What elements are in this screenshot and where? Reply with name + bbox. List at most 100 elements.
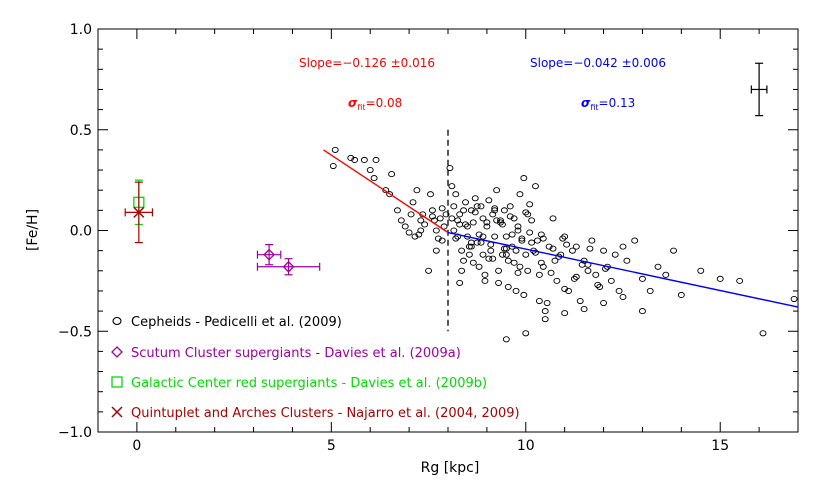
- cepheid-point: [462, 199, 469, 206]
- cepheid-point: [495, 279, 503, 286]
- cepheid-point: [600, 299, 608, 307]
- cepheid-point: [448, 183, 456, 190]
- cepheid-point: [477, 239, 485, 246]
- cepheid-point: [541, 308, 549, 315]
- legend-marker: [111, 406, 123, 418]
- y-axis-title: [Fe/H]: [25, 209, 41, 251]
- cepheid-point: [432, 247, 440, 254]
- axis-ticks: [97, 28, 799, 433]
- cepheid-point: [502, 251, 510, 258]
- cepheid-point: [467, 207, 475, 214]
- cepheid-point: [382, 187, 390, 194]
- cepheid-point: [331, 146, 339, 153]
- diamond-marker: [263, 248, 276, 261]
- cepheid-point: [504, 257, 512, 264]
- cepheid-point: [537, 231, 545, 238]
- cepheid-point: [580, 306, 588, 313]
- cepheid-point: [528, 217, 536, 224]
- cepheid-point: [417, 217, 425, 224]
- y-tick-label: 1.0: [70, 22, 92, 38]
- cepheid-point: [526, 201, 534, 208]
- cepheid-point: [759, 330, 767, 337]
- cepheid-point: [551, 257, 559, 264]
- x-tick-label: 5: [327, 438, 336, 454]
- cepheid-point: [553, 277, 561, 284]
- cepheid-point: [646, 287, 654, 295]
- cepheid-point: [434, 235, 442, 242]
- cepheid-point: [561, 285, 569, 292]
- cepheid-point: [452, 235, 460, 242]
- legend-marker: [112, 316, 122, 326]
- cepheid-point: [510, 259, 518, 266]
- cepheid-point: [413, 187, 421, 194]
- cepheid-point: [736, 277, 744, 284]
- cepheid-point: [512, 287, 520, 295]
- cepheid-point: [514, 227, 522, 234]
- cepheid-point: [417, 227, 425, 234]
- legend-marker: [111, 376, 123, 388]
- cepheid-point: [351, 156, 359, 164]
- cepheid-point: [401, 223, 409, 230]
- cepheid-point: [421, 221, 429, 228]
- cepheid-point: [432, 227, 440, 234]
- cepheid-point: [450, 203, 458, 210]
- cepheid-point: [565, 287, 573, 295]
- cepheid-point: [535, 297, 543, 305]
- cepheid-point: [489, 255, 497, 262]
- cepheid-point: [549, 215, 557, 222]
- diamond-marker: [282, 260, 295, 273]
- cepheid-point: [528, 239, 536, 246]
- cepheid-point: [415, 231, 423, 238]
- cepheid-point: [516, 191, 524, 198]
- cepheid-point: [491, 207, 499, 214]
- cepheid-point: [547, 269, 555, 276]
- cepheid-point: [619, 293, 627, 301]
- cepheid-point: [393, 207, 401, 214]
- cepheid-point: [638, 308, 646, 315]
- fit-line: [323, 149, 449, 234]
- cepheid-point: [790, 295, 798, 303]
- cepheid-point: [458, 267, 466, 274]
- cepheid-point: [497, 219, 504, 226]
- cepheid-point: [438, 205, 446, 212]
- cepheid-point: [516, 263, 524, 270]
- cepheid-point: [471, 209, 479, 216]
- cepheid-point: [572, 273, 580, 280]
- cepheid-point: [473, 203, 481, 210]
- cepheid-point: [592, 271, 600, 278]
- cepheid-point: [561, 310, 569, 317]
- cepheid-point: [504, 283, 512, 290]
- cepheid-point: [697, 267, 705, 274]
- cepheid-point: [471, 195, 479, 202]
- cepheid-point: [456, 279, 464, 286]
- cepheid-point: [436, 215, 444, 222]
- cepheid-point: [481, 271, 489, 278]
- cepheid-point: [425, 267, 433, 274]
- cepheid-point: [485, 255, 493, 262]
- cepheid-point: [520, 291, 528, 299]
- cepheid-point: [460, 257, 468, 264]
- cepheid-point: [440, 223, 448, 230]
- legend-label: Cepheids - Pedicelli et al. (2009): [131, 315, 342, 330]
- cepheid-point: [532, 249, 539, 256]
- cepheid-point: [469, 219, 477, 226]
- fit-lines: [323, 149, 799, 308]
- cepheid-point: [576, 297, 584, 305]
- cepheid-point: [596, 283, 604, 290]
- cepheid-point: [493, 217, 501, 224]
- cepheid-point: [570, 275, 578, 282]
- cepheid-point: [654, 263, 662, 270]
- cepheid-point: [407, 211, 415, 218]
- cepheid-point: [370, 175, 378, 182]
- cepheid-point: [716, 275, 724, 282]
- cepheid-point: [409, 199, 417, 206]
- cepheid-point: [329, 162, 337, 170]
- cepheid-point: [526, 229, 534, 236]
- cepheid-point: [495, 267, 503, 274]
- cepheid-point: [460, 207, 468, 214]
- cepheid-point: [662, 271, 670, 278]
- x-tick-label: 10: [517, 438, 535, 454]
- y-tick-label: 0.0: [70, 224, 92, 240]
- x-tick-label: 0: [132, 438, 141, 454]
